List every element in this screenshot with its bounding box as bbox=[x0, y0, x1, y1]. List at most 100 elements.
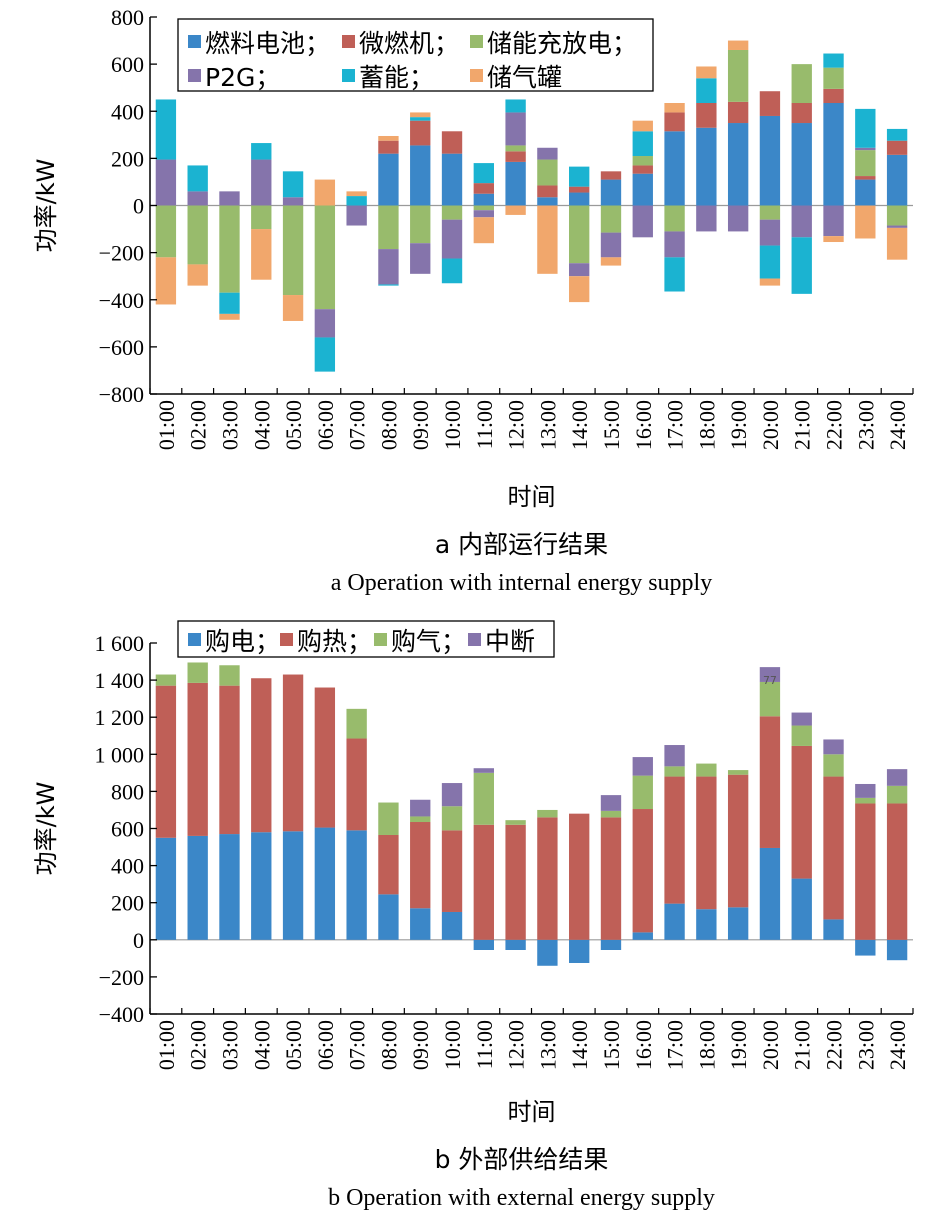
bar-segment-1800-s5 bbox=[696, 66, 717, 79]
bar-segment-1300-s0 bbox=[537, 939, 558, 966]
x-tick-label: 09:00 bbox=[408, 400, 433, 450]
bar-segment-0100-s0 bbox=[155, 837, 177, 940]
bar-segment-1800-s2 bbox=[696, 763, 717, 777]
bar-segment-1100-s0 bbox=[473, 193, 494, 206]
bar-segment-1900-s5 bbox=[727, 40, 749, 50]
x-tick-label: 18:00 bbox=[694, 1020, 719, 1070]
bar-segment-2300-s0 bbox=[855, 939, 876, 956]
bar-segment-2100-s0 bbox=[791, 123, 812, 206]
bar-segment-1000-s0 bbox=[441, 153, 463, 206]
bar-segment-0300-s3 bbox=[219, 191, 240, 206]
bar-segment-1800-s0 bbox=[696, 909, 717, 940]
x-tick-label: 05:00 bbox=[281, 1020, 306, 1070]
bar-segment-1000-s3 bbox=[441, 783, 463, 807]
bar-segment-2200-s4 bbox=[823, 53, 844, 68]
bar-segment-1700-s0 bbox=[664, 131, 685, 206]
bar-segment-1700-s2 bbox=[664, 766, 685, 777]
y-tick-label: 400 bbox=[111, 99, 144, 124]
y-tick-label: 1 200 bbox=[95, 705, 145, 730]
bar-segment-1700-s1 bbox=[664, 776, 685, 904]
bar-segment-1700-s1 bbox=[664, 112, 685, 132]
bar-segment-1800-s0 bbox=[696, 127, 717, 206]
bar-segment-1300-s3 bbox=[537, 147, 558, 160]
bar-segment-0700-s3 bbox=[346, 205, 367, 226]
y-tick-label: −600 bbox=[99, 335, 144, 360]
bar-segment-1600-s2 bbox=[632, 775, 653, 810]
bar-segment-1100-s1 bbox=[473, 824, 494, 940]
panel-caption-en: a Operation with internal energy supply bbox=[331, 570, 712, 596]
bar-segment-0600-s0 bbox=[314, 827, 336, 940]
bar-segment-0200-s5 bbox=[187, 264, 208, 286]
legend-swatch bbox=[468, 633, 481, 646]
bar-segment-1200-s5 bbox=[505, 205, 526, 215]
bar-segment-2300-s1 bbox=[855, 803, 876, 940]
legend-entry: 微燃机； bbox=[359, 29, 459, 58]
bar-segment-1300-s2 bbox=[537, 809, 558, 818]
y-tick-label: 600 bbox=[111, 817, 144, 842]
bar-segment-0900-s3 bbox=[410, 243, 431, 274]
bar-segment-1100-s5 bbox=[473, 217, 494, 244]
bar-segment-2100-s1 bbox=[791, 745, 812, 879]
y-tick-label: −400 bbox=[99, 288, 144, 313]
x-tick-label: 04:00 bbox=[249, 400, 274, 450]
x-tick-label: 14:00 bbox=[567, 400, 592, 450]
legend-swatch bbox=[280, 633, 293, 646]
bar-segment-0800-s2 bbox=[378, 802, 399, 835]
x-tick-label: 06:00 bbox=[313, 1020, 338, 1070]
bar-segment-1800-s1 bbox=[696, 103, 717, 128]
bar-segment-0100-s2 bbox=[155, 674, 177, 686]
y-tick-label: −800 bbox=[99, 382, 144, 407]
x-tick-label: 21:00 bbox=[790, 400, 815, 450]
bar-segment-0800-s5 bbox=[378, 135, 399, 141]
x-tick-label: 07:00 bbox=[345, 1020, 370, 1070]
bar-segment-0800-s2 bbox=[378, 205, 399, 250]
annotation-label: 77 bbox=[763, 674, 777, 687]
bar-segment-0400-s2 bbox=[251, 205, 272, 230]
bar-segment-1100-s3 bbox=[473, 768, 494, 773]
legend-swatch bbox=[342, 35, 355, 48]
x-tick-label: 12:00 bbox=[504, 1020, 529, 1070]
y-axis-title: 功率/kW bbox=[32, 159, 60, 253]
bar-segment-0300-s2 bbox=[219, 205, 240, 293]
bar-segment-0200-s2 bbox=[187, 205, 208, 265]
y-tick-label: −400 bbox=[99, 1002, 144, 1027]
x-tick-label: 10:00 bbox=[440, 1020, 465, 1070]
x-tick-label: 02:00 bbox=[186, 1020, 211, 1070]
x-tick-label: 01:00 bbox=[154, 1020, 179, 1070]
x-tick-label: 10:00 bbox=[440, 400, 465, 450]
y-tick-label: 800 bbox=[111, 779, 144, 804]
bar-segment-0900-s2 bbox=[410, 816, 431, 823]
y-tick-label: 200 bbox=[111, 891, 144, 916]
y-tick-label: 1 000 bbox=[95, 742, 145, 767]
legend-swatch bbox=[470, 69, 483, 82]
bar-segment-1900-s0 bbox=[727, 123, 749, 206]
bar-segment-0900-s5 bbox=[410, 112, 431, 118]
bar-segment-1400-s0 bbox=[569, 939, 590, 963]
bar-segment-0100-s5 bbox=[155, 257, 177, 305]
bar-segment-1300-s1 bbox=[537, 185, 558, 198]
x-axis-title: 时间 bbox=[508, 1098, 556, 1126]
x-tick-label: 11:00 bbox=[472, 400, 497, 449]
bar-segment-1600-s1 bbox=[632, 165, 653, 174]
bar-segment-0400-s4 bbox=[251, 143, 272, 160]
bar-segment-1600-s3 bbox=[632, 757, 653, 776]
bar-segment-2100-s4 bbox=[791, 237, 812, 294]
bar-segment-1600-s2 bbox=[632, 156, 653, 166]
bar-segment-2200-s1 bbox=[823, 776, 844, 920]
legend-entry: 储能充放电； bbox=[487, 29, 637, 58]
bar-segment-0900-s0 bbox=[410, 145, 431, 206]
bar-segment-1100-s2 bbox=[473, 205, 494, 211]
bar-segment-2400-s3 bbox=[886, 769, 908, 786]
bar-segment-0800-s1 bbox=[378, 140, 399, 154]
bar-segment-0400-s1 bbox=[251, 678, 272, 833]
bar-segment-0400-s0 bbox=[251, 832, 272, 940]
bar-segment-0900-s1 bbox=[410, 120, 431, 146]
bar-segment-1000-s2 bbox=[441, 806, 463, 831]
bar-segment-2000-s3 bbox=[759, 667, 781, 682]
bar-segment-0100-s4 bbox=[155, 99, 177, 160]
legend-box bbox=[177, 18, 654, 92]
x-tick-label: 24:00 bbox=[885, 1020, 910, 1070]
x-tick-label: 22:00 bbox=[822, 1020, 847, 1070]
bar-segment-2300-s5 bbox=[855, 205, 876, 239]
x-tick-label: 23:00 bbox=[853, 1020, 878, 1070]
